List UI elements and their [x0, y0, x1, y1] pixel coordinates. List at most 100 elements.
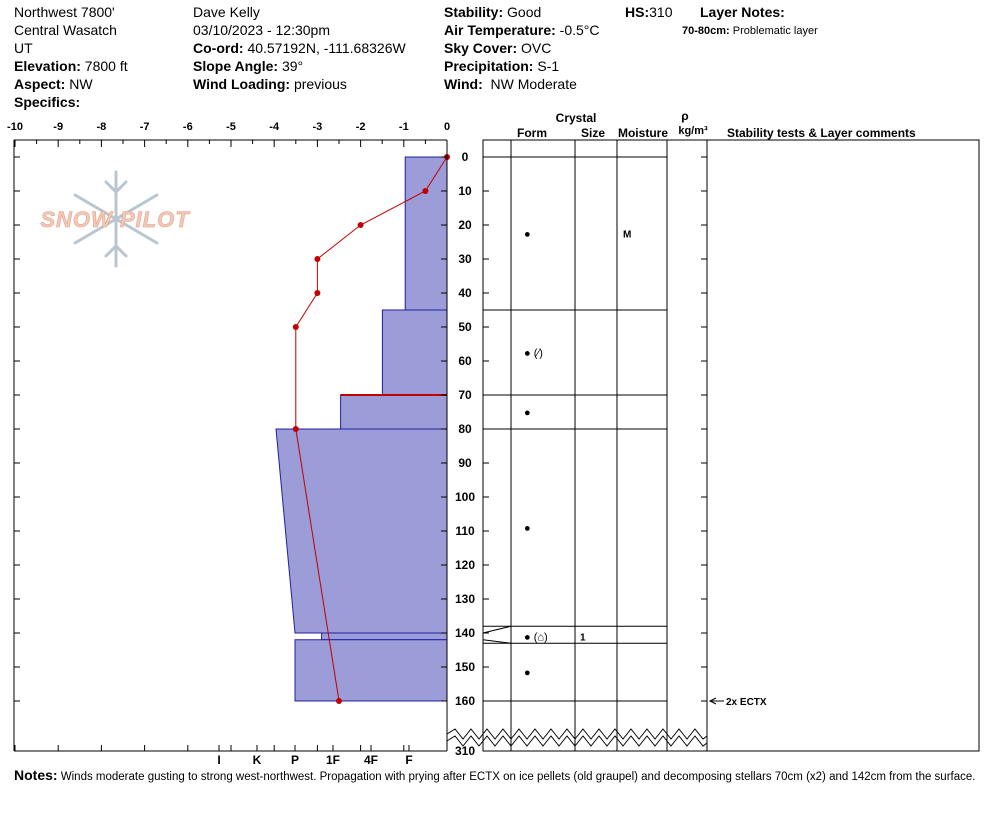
- location-info: Northwest 7800' Central Wasatch UT Eleva…: [14, 3, 128, 111]
- depth-break-zigzag: [446, 728, 708, 740]
- hardness-tick-label: F: [405, 753, 412, 766]
- temperature-point: [292, 426, 299, 432]
- temp-tick-label: 0: [444, 121, 450, 133]
- temperature-point: [422, 188, 429, 194]
- precip-row: Precipitation: S-1: [444, 58, 560, 74]
- depth-axis: 0 10 20 30 40 50 60 70 80 90 100 110 120 130 140 150 160: [14, 150, 707, 708]
- air-temp-row: Air Temperature: -0.5°C: [444, 22, 600, 38]
- elevation-value: 7800 ft: [84, 58, 128, 74]
- layer-connector: [482, 625, 512, 634]
- depth-tick-label: 50: [458, 320, 472, 334]
- temperature-point: [357, 222, 364, 228]
- state: UT: [14, 40, 33, 56]
- snow-profile-chart: SNOW PILOT -10 -9 -8 -7 -6 -5 -4 -3 -2 -1 0 I K P 1F 4…: [7, 109, 980, 766]
- depth-tick-label: 80: [458, 422, 472, 436]
- layer-note-range: 70-80cm:: [682, 25, 730, 37]
- temperature-point: [292, 324, 299, 330]
- hardness-layer: [275, 428, 448, 634]
- hardness-axis: I K P 1F 4F F: [14, 745, 448, 766]
- depth-tick-label: 110: [455, 524, 475, 538]
- density-symbol: ρ: [681, 109, 688, 123]
- stability-header: Stability tests & Layer comments: [727, 126, 916, 140]
- hardness-profile: [275, 156, 448, 702]
- temp-tick-label: -8: [97, 121, 107, 133]
- coord-value: 40.57192N, -111.68326W: [247, 40, 406, 56]
- slope-value: 39°: [281, 58, 304, 74]
- wind-loading-value: previous: [293, 76, 347, 92]
- depth-tick-label: 0: [462, 150, 469, 164]
- depth-tick-label: 70: [458, 388, 472, 402]
- temp-tick-label: -2: [356, 121, 366, 133]
- depth-tick-label: 10: [458, 184, 472, 198]
- depth-tick-label: 140: [455, 626, 475, 640]
- depth-break-zigzag: [446, 735, 708, 747]
- hardness-layer: [381, 309, 448, 396]
- depth-tick-label: 40: [458, 286, 472, 300]
- observation-datetime: 03/10/2023 - 12:30pm: [193, 22, 330, 38]
- moisture-header: Moisture: [618, 126, 668, 140]
- hardness-layer: [404, 156, 448, 311]
- snowpilot-logo: SNOW PILOT: [40, 170, 190, 268]
- wind-loading-row: Wind Loading: previous: [193, 76, 347, 92]
- form-header: Form: [517, 126, 547, 140]
- stability-row: Stability: Good: [444, 4, 542, 20]
- temperature-line: [295, 156, 448, 702]
- temp-tick-label: -9: [53, 121, 63, 133]
- notes: Notes: Winds moderate gusting to strong …: [14, 766, 989, 787]
- layer-boundaries: [482, 156, 667, 702]
- observer-name: Dave Kelly: [193, 4, 260, 20]
- hardness-layer: [340, 394, 448, 430]
- depth-tick-label: 30: [458, 252, 472, 266]
- depth-tick-label: 20: [458, 218, 472, 232]
- temperature-profile: [292, 154, 450, 704]
- temp-tick-label: -7: [140, 121, 150, 133]
- layer-form: ●: [524, 523, 531, 535]
- layer-form: ● (⌂): [524, 631, 548, 643]
- conditions-info: Stability: Good Air Temperature: -0.5°C …: [444, 3, 600, 93]
- layer-moisture: M: [623, 230, 631, 241]
- aspect-value: NW: [69, 76, 93, 92]
- stability-tests: 2x ECTX: [708, 697, 767, 708]
- depth-tick-label: 160: [455, 694, 475, 708]
- depth-tick-label: 100: [455, 490, 475, 504]
- temp-tick-label: -5: [226, 121, 236, 133]
- temperature-axis: -10 -9 -8 -7 -6 -5 -4 -3 -2 -1 0: [7, 121, 450, 147]
- notes-text: Winds moderate gusting to strong west-no…: [60, 771, 976, 783]
- air-temp-value: -0.5°C: [559, 22, 600, 38]
- crystal-header: Crystal: [556, 111, 597, 125]
- temp-tick-label: -1: [399, 121, 409, 133]
- hs-value: 310: [649, 4, 673, 20]
- layer-form: ●: [524, 407, 531, 419]
- hardness-tick-label: 1F: [326, 753, 340, 766]
- hardness-layer: [321, 632, 448, 641]
- layer-note: 70-80cm: Problematic layer: [682, 22, 818, 40]
- depth-tick-label: 130: [455, 592, 475, 606]
- elevation-row: Elevation: 7800 ft: [14, 58, 128, 74]
- snowflake-icon: [73, 170, 159, 268]
- depth-bottom-label: 310: [455, 744, 475, 758]
- depth-tick-label: 150: [455, 660, 475, 674]
- layer-notes-label: Layer Notes:: [700, 4, 785, 20]
- depth-tick-label: 90: [458, 456, 472, 470]
- aspect-row: Aspect: NW: [14, 76, 93, 92]
- location-name: Northwest 7800': [14, 4, 115, 20]
- column-headers: Crystal Form Size Moisture ρ kg/m³ Stabi…: [517, 109, 916, 140]
- density-unit: kg/m³: [678, 125, 708, 137]
- slope-row: Slope Angle: 39°: [193, 58, 304, 74]
- wind-value: NW Moderate: [490, 76, 577, 92]
- specifics-row: Specifics:: [14, 94, 81, 110]
- layer-size: 1: [580, 632, 586, 643]
- notes-label: Notes:: [14, 767, 58, 783]
- temp-tick-label: -10: [7, 121, 23, 133]
- depth-tick-label: 120: [455, 558, 475, 572]
- coord-row: Co-ord: 40.57192N, -111.68326W: [193, 40, 406, 56]
- temp-tick-label: -3: [313, 121, 323, 133]
- layer-form: ●: [524, 229, 531, 241]
- hardness-tick-label: K: [253, 753, 262, 766]
- temperature-point: [336, 698, 342, 704]
- logo-text: SNOW PILOT: [40, 207, 190, 232]
- hardness-layer: [294, 639, 448, 702]
- precip-value: S-1: [537, 58, 560, 74]
- hs-row: HS:310: [625, 4, 673, 20]
- hardness-tick-label: I: [217, 753, 220, 766]
